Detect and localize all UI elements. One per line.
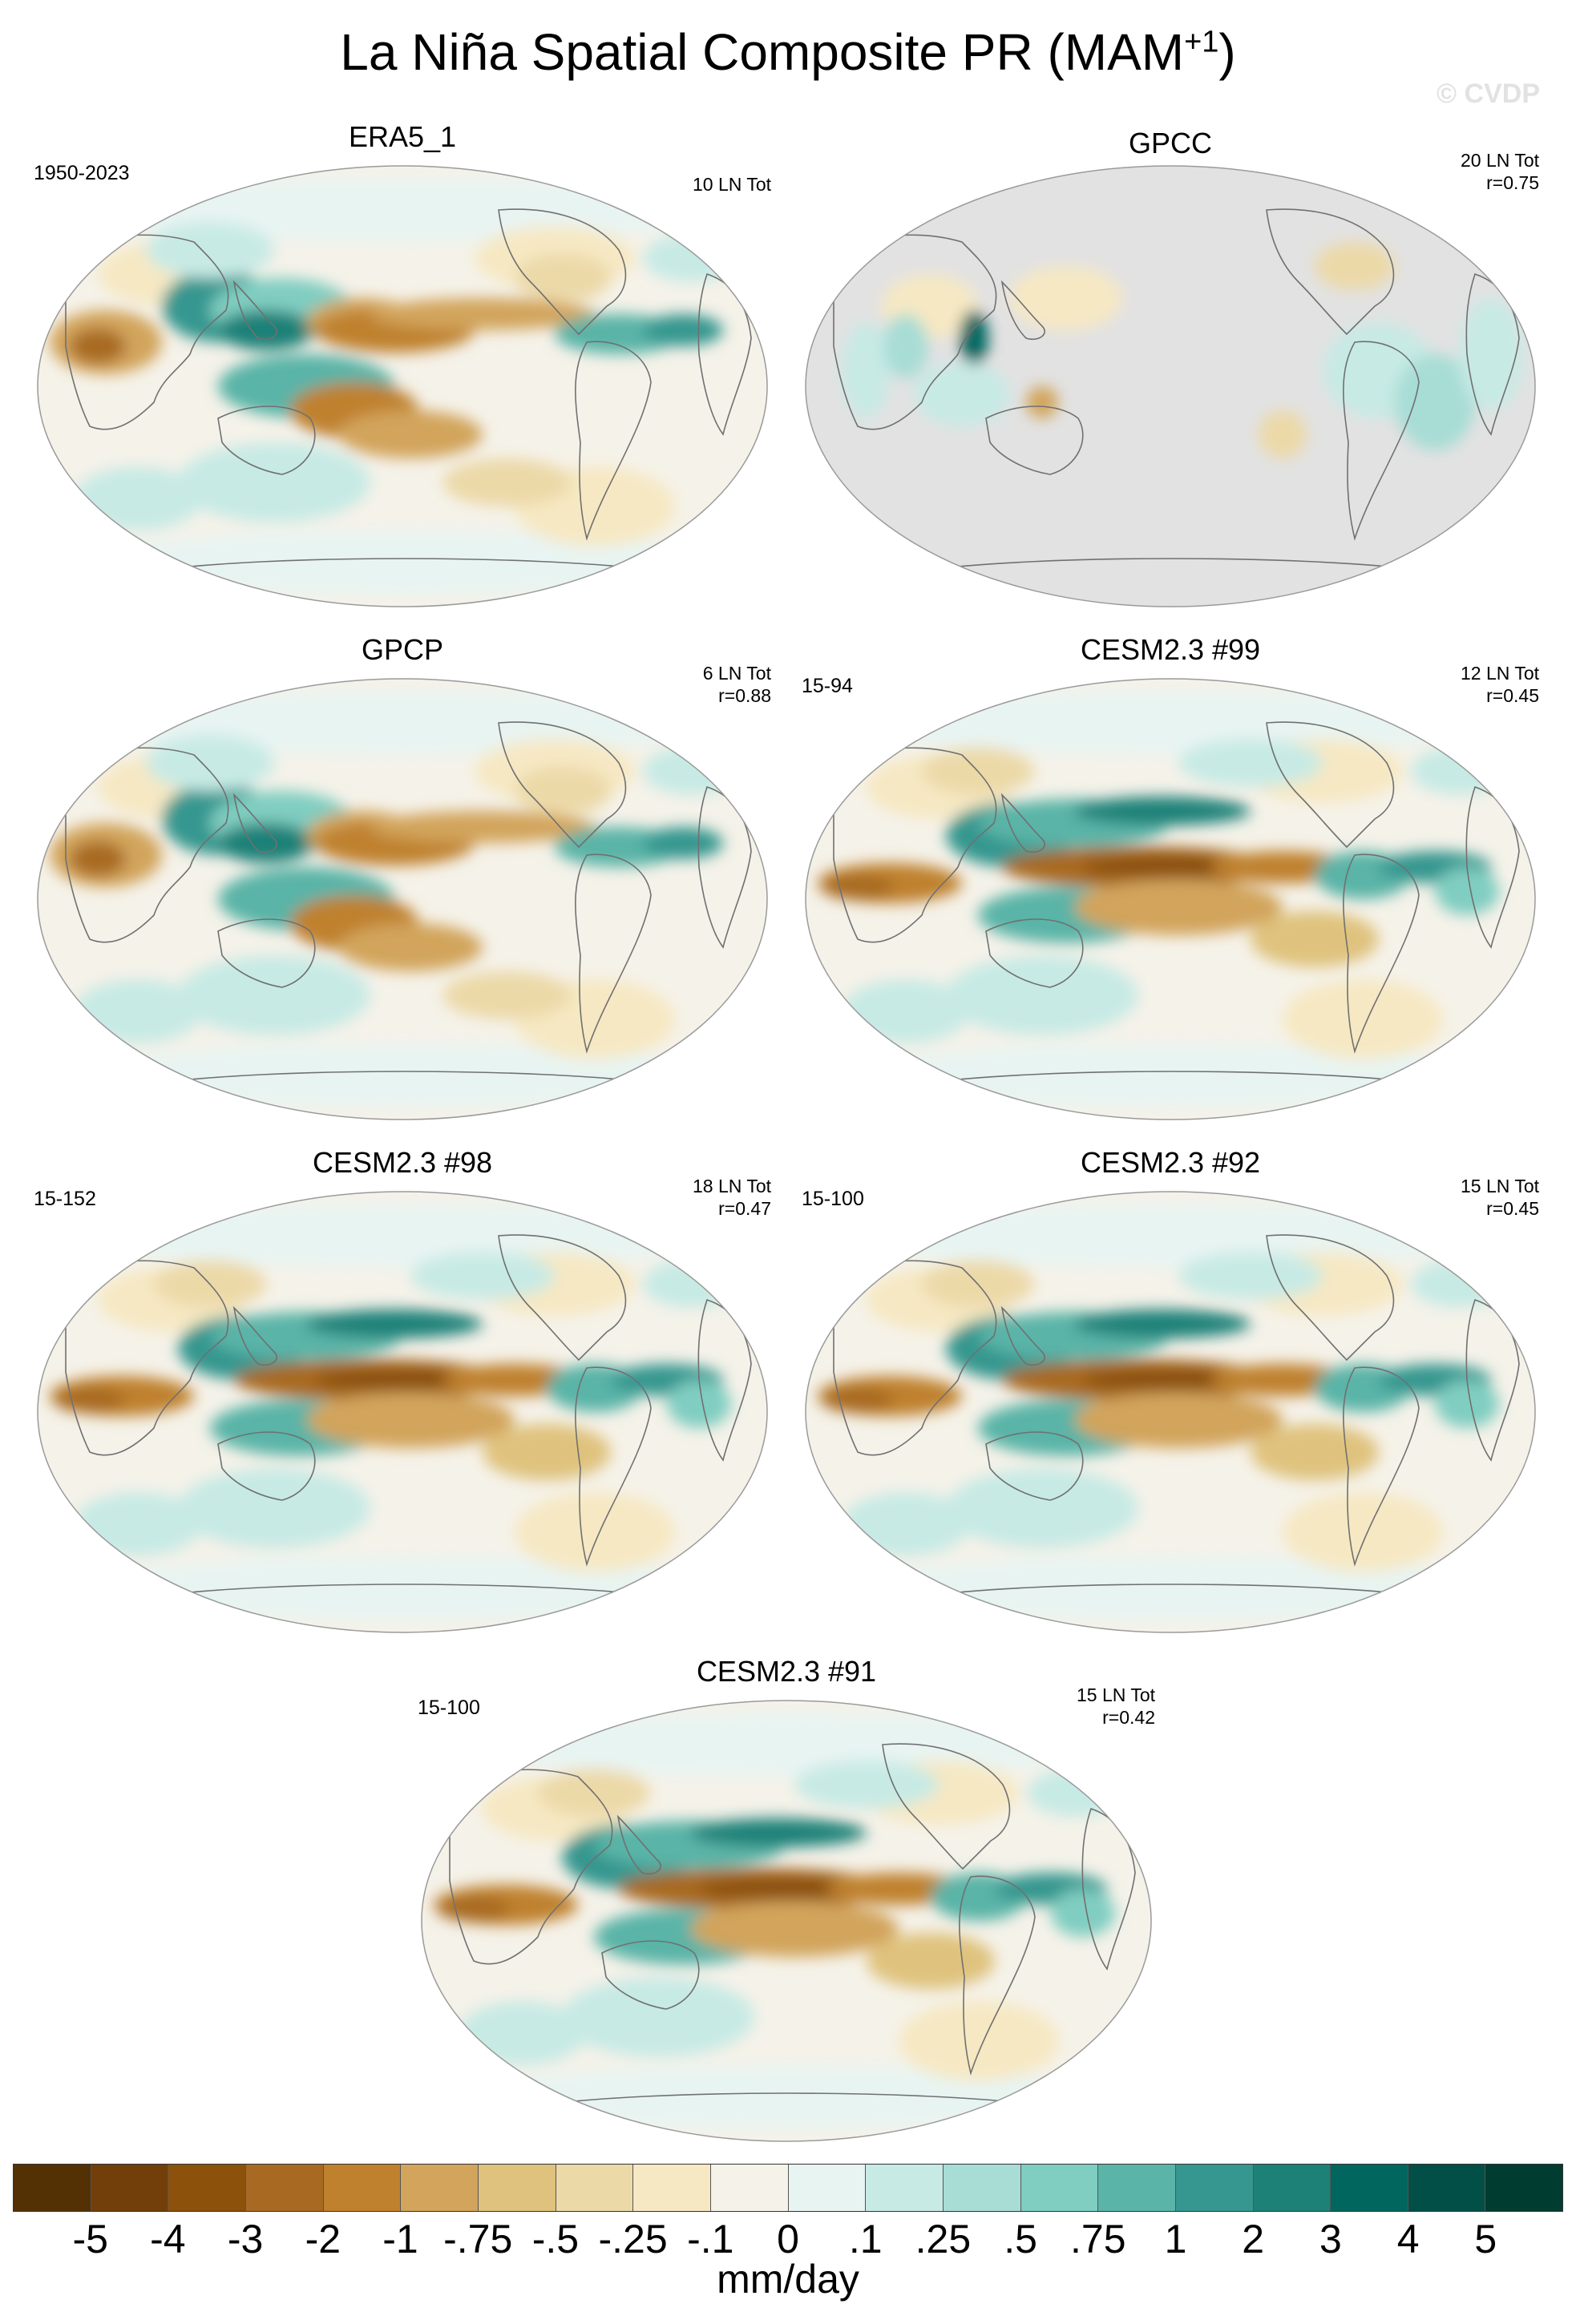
colorbar-cell: [245, 2165, 324, 2211]
colorbar-cell: [1253, 2165, 1332, 2211]
colorbar-cell: [401, 2165, 479, 2211]
colorbar-cell: [14, 2165, 91, 2211]
map-cesm-98: [37, 1191, 768, 1633]
map-cesm-99: [805, 678, 1536, 1120]
panel-right-label-2: r=0.75: [1486, 172, 1539, 193]
panel-gpcc: GPCC 20 LN Tot r=0.75: [802, 120, 1539, 617]
colorbar-tick-label: .5: [1004, 2217, 1037, 2261]
panel-right-label-1: 15 LN Tot: [1460, 1176, 1539, 1196]
panel-title: CESM2.3 #99: [1080, 633, 1261, 666]
panel-title: CESM2.3 #91: [696, 1655, 877, 1688]
panel-left-label: 15-100: [802, 1188, 864, 1210]
colorbar-tick-label: 2: [1242, 2217, 1265, 2261]
panel-title: CESM2.3 #92: [1080, 1146, 1261, 1179]
watermark: © CVDP: [1437, 79, 1540, 109]
panel-title: CESM2.3 #98: [312, 1146, 493, 1179]
colorbar-cell: [1175, 2165, 1254, 2211]
colorbar-cell: [168, 2165, 246, 2211]
colorbar-tick-label: 1: [1164, 2217, 1187, 2261]
panel-right-label-1: 20 LN Tot: [1460, 150, 1539, 171]
panel-right-label-1: 12 LN Tot: [1460, 663, 1539, 684]
panel-left-label: 1950-2023: [34, 162, 130, 184]
panel-right-label-2: r=0.45: [1486, 685, 1539, 706]
panel-cesm-98: CESM2.3 #98 15-152 18 LN Tot r=0.47: [34, 1146, 771, 1643]
panel-title: ERA5_1: [348, 120, 457, 153]
panel-cesm-91: CESM2.3 #91 15-100 15 LN Tot r=0.42: [418, 1655, 1155, 2152]
colorbar-cell: [323, 2165, 402, 2211]
panel-cesm-99: CESM2.3 #99 15-94 12 LN Tot r=0.45: [802, 633, 1539, 1130]
panel-right-label-2: r=0.88: [718, 685, 771, 706]
colorbar-cell: [91, 2165, 169, 2211]
panel-right-label-1: 18 LN Tot: [692, 1176, 771, 1196]
colorbar-tick-label: -1: [382, 2217, 418, 2261]
colorbar-cell: [556, 2165, 634, 2211]
colorbar-tick-label: .1: [848, 2217, 883, 2261]
colorbar-tick-label: -.25: [598, 2217, 668, 2261]
panel-title: GPCP: [361, 633, 444, 666]
panel-era5: ERA5_1 1950-2023 10 LN Tot: [34, 120, 771, 617]
panel-right-label-2: r=0.45: [1486, 1198, 1539, 1219]
colorbar-tick-label: 4: [1396, 2217, 1420, 2261]
map-gpcp: [37, 678, 768, 1120]
colorbar-units: mm/day: [717, 2257, 859, 2302]
figure-title: La Niña Spatial Composite PR (MAM+1): [340, 23, 1236, 81]
panel-left-label: 15-94: [802, 675, 853, 697]
colorbar-tick-label: -4: [150, 2217, 186, 2261]
panel-right-label-1: 10 LN Tot: [692, 174, 771, 195]
panel-title: GPCC: [1128, 127, 1212, 159]
panel-right-label-1: 6 LN Tot: [702, 663, 771, 684]
panel-right-label-2: r=0.42: [1102, 1707, 1155, 1728]
colorbar-cell: [788, 2165, 867, 2211]
panel-right-label-2: r=0.47: [718, 1198, 771, 1219]
map-gpcc: [805, 165, 1536, 607]
colorbar-cell: [943, 2165, 1021, 2211]
map-cesm-92: [805, 1191, 1536, 1633]
map-era5: [37, 165, 768, 607]
colorbar-tick-label: -.5: [531, 2217, 580, 2261]
colorbar-cell: [1485, 2165, 1563, 2211]
colorbar: [13, 2164, 1563, 2212]
colorbar-cell: [633, 2165, 711, 2211]
colorbar-tick-label: .75: [1070, 2217, 1126, 2261]
colorbar-cell: [866, 2165, 944, 2211]
colorbar-tick-label: -.1: [687, 2217, 734, 2261]
colorbar-tick-label: 5: [1474, 2217, 1497, 2261]
colorbar-tick-label: .25: [915, 2217, 972, 2261]
colorbar-tick-label: -2: [305, 2217, 341, 2261]
colorbar-tick-label: -5: [72, 2217, 108, 2261]
colorbar-cell: [1020, 2165, 1099, 2211]
panel-cesm-92: CESM2.3 #92 15-100 15 LN Tot r=0.45: [802, 1146, 1539, 1643]
colorbar-tick-labels: -5 -4 -3 -2 -1 -.75 -.5 -.25 -.1 0 .1 .25 .5 .75 1 2 3 4 5: [13, 2216, 1563, 2264]
panel-left-label: 15-152: [34, 1188, 96, 1210]
panel-right-label-1: 15 LN Tot: [1076, 1684, 1155, 1705]
colorbar-cell: [478, 2165, 556, 2211]
colorbar-tick-label: -3: [227, 2217, 264, 2261]
colorbar-cell: [1098, 2165, 1176, 2211]
colorbar-cell: [1331, 2165, 1408, 2211]
colorbar-cell: [710, 2165, 789, 2211]
colorbar-tick-label: 0: [777, 2217, 799, 2261]
colorbar-tick-label: -.75: [443, 2217, 513, 2261]
map-cesm-91: [421, 1700, 1152, 2142]
colorbar-cell: [1408, 2165, 1486, 2211]
colorbar-tick-label: 3: [1319, 2217, 1342, 2261]
panel-gpcp: GPCP 6 LN Tot r=0.88: [34, 633, 771, 1130]
panel-left-label: 15-100: [418, 1697, 480, 1719]
